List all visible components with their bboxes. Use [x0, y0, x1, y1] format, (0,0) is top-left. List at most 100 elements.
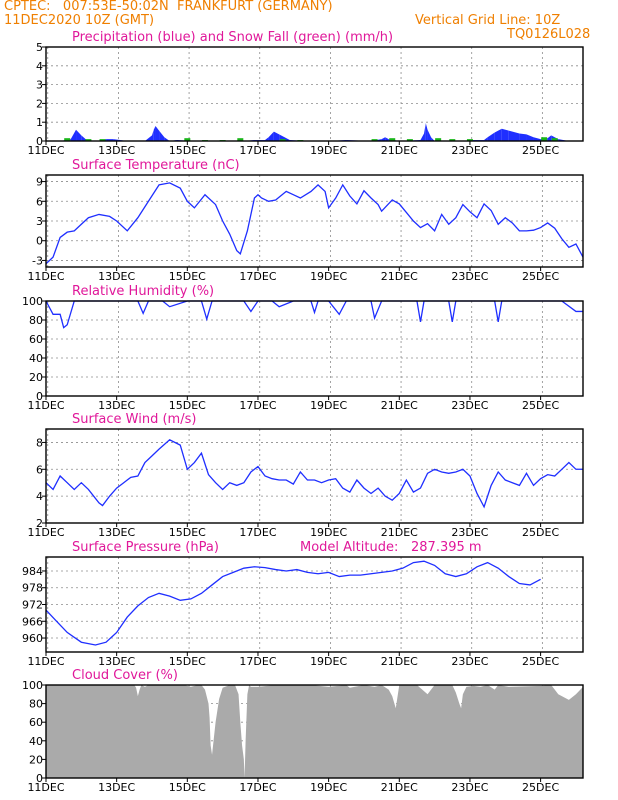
wind-line: [45, 438, 583, 509]
pressure-ytick-label-1: 966: [22, 615, 43, 628]
temperature-xtick-label-1: 13DEC: [98, 270, 135, 283]
humidity-panel: Relative Humidity (%) 0 20 40 60 80 100 11DEC 13…: [22, 284, 584, 412]
snow-bar: [435, 138, 442, 141]
temperature-title: Surface Temperature (nC): [72, 158, 240, 173]
precip-segment: [164, 137, 170, 141]
snow-bar: [85, 139, 92, 141]
pressure-ytick-label-4: 984: [22, 565, 43, 578]
cloud-frame: [45, 684, 584, 779]
temperature-xtick-label-3: 17DEC: [239, 270, 276, 283]
precipitation-ytick-label-0: 0: [36, 135, 43, 148]
cloud-ytick-label-1: 20: [29, 753, 43, 766]
pressure-panel: Surface Pressure (hPa) Model Altitude: 287…: [22, 540, 584, 668]
snow-bar: [371, 139, 378, 141]
precip-segment: [484, 137, 488, 141]
precipitation-ytick-label-3: 3: [36, 79, 43, 92]
precip-segment: [533, 137, 541, 141]
precip-segment: [487, 132, 495, 141]
temperature-frame: [45, 174, 584, 268]
temperature-xtick-label-0: 11DEC: [27, 270, 64, 283]
precip-segment: [273, 131, 280, 141]
temperature-xtick-label-6: 23DEC: [451, 270, 488, 283]
snow-bar: [449, 139, 456, 141]
temperature-xtick-label-7: 25DEC: [522, 270, 559, 283]
humidity-xtick-label-3: 17DEC: [239, 399, 276, 412]
pressure-ytick-label-2: 972: [22, 599, 43, 612]
humidity-ytick-label-5: 100: [22, 295, 43, 308]
run-time-label: 11DEC2020 10Z (GMT): [4, 13, 155, 28]
humidity-xtick-label-6: 23DEC: [451, 399, 488, 412]
precipitation-xtick-label-0: 11DEC: [27, 144, 64, 157]
precip-segment: [153, 125, 156, 141]
cloud-title: Cloud Cover (%): [72, 668, 178, 683]
snow-bar: [279, 139, 286, 141]
temperature-line: [45, 182, 584, 265]
humidity-ytick-label-3: 60: [29, 333, 43, 346]
precip-segment: [385, 137, 389, 141]
cloud-ytick-label-5: 100: [22, 679, 43, 692]
cloud-ytick-label-4: 80: [29, 698, 43, 711]
wind-xtick-label-0: 11DEC: [27, 526, 64, 539]
precipitation-xtick-label-1: 13DEC: [98, 144, 135, 157]
precipitation-xtick-label-2: 15DEC: [169, 144, 206, 157]
wind-ytick-label-0: 2: [36, 517, 43, 530]
pressure-xtick-label-3: 17DEC: [239, 655, 276, 668]
cloud-xtick-label-2: 15DEC: [169, 781, 206, 794]
pressure-xtick-label-2: 15DEC: [169, 655, 206, 668]
pressure-line: [45, 560, 541, 646]
wind-panel: Surface Wind (m/s) 2 4 6 8 11DEC 13DEC 15DEC 17D…: [27, 412, 584, 539]
precip-segment: [144, 135, 152, 141]
wind-title: Surface Wind (m/s): [72, 412, 196, 427]
humidity-xtick-label-1: 13DEC: [98, 399, 135, 412]
cloud-xtick-label-3: 17DEC: [239, 781, 276, 794]
pressure-title: Surface Pressure (hPa): [72, 540, 219, 555]
snow-bar: [541, 137, 548, 141]
precip-segment: [76, 129, 82, 141]
precip-segment: [501, 128, 509, 141]
cloud-ytick-label-2: 40: [29, 735, 43, 748]
wind-xtick-label-1: 13DEC: [98, 526, 135, 539]
precipitation-title: Precipitation (blue) and Snow Fall (gree…: [72, 30, 393, 45]
humidity-xtick-label-0: 11DEC: [27, 399, 64, 412]
precipitation-xtick-label-7: 25DEC: [522, 144, 559, 157]
humidity-title: Relative Humidity (%): [72, 284, 214, 299]
snow-bar: [551, 138, 558, 141]
pressure-ytick-label-3: 978: [22, 582, 43, 595]
wind-ytick-label-1: 4: [36, 490, 43, 503]
humidity-xtick-label-4: 19DEC: [310, 399, 347, 412]
model-altitude-value: 287.395 m: [411, 540, 482, 555]
precip-segment: [431, 137, 435, 141]
wind-xtick-label-6: 23DEC: [451, 526, 488, 539]
pressure-xtick-label-6: 23DEC: [451, 655, 488, 668]
precip-segment: [526, 134, 534, 141]
precip-segment: [381, 137, 386, 141]
snow-bar: [64, 138, 71, 141]
temperature-ytick-label-1: 0: [36, 235, 43, 248]
wind-xtick-label-7: 25DEC: [522, 526, 559, 539]
snow-bar: [466, 139, 473, 141]
snow-bar: [237, 138, 244, 141]
snow-bar: [99, 139, 106, 141]
temperature-xtick-label-2: 15DEC: [169, 270, 206, 283]
precip-segment: [494, 128, 502, 141]
precip-segment: [427, 129, 432, 141]
precip-segment: [268, 131, 274, 141]
precip-segment: [151, 129, 154, 141]
station-header: CPTEC: 007:53E-50:02N FRANKFURT (GERMANY…: [4, 0, 333, 14]
pressure-xtick-label-7: 25DEC: [522, 655, 559, 668]
humidity-ytick-label-2: 40: [29, 352, 43, 365]
precip-segment: [425, 123, 428, 141]
cloud-xtick-label-6: 23DEC: [451, 781, 488, 794]
grid-line-note: Vertical Grid Line: 10Z: [415, 13, 561, 28]
precipitation-ytick-label-4: 4: [36, 60, 43, 73]
model-altitude-label: Model Altitude:: [300, 540, 398, 555]
precip-segment: [265, 137, 269, 141]
precipitation-ytick-label-2: 2: [36, 97, 43, 110]
cloud-ytick-label-0: 0: [36, 772, 43, 785]
cloud-xtick-label-4: 19DEC: [310, 781, 347, 794]
precip-segment: [519, 133, 527, 141]
precipitation-xtick-label-5: 21DEC: [381, 144, 418, 157]
pressure-xtick-label-5: 21DEC: [381, 655, 418, 668]
precip-segment: [81, 135, 87, 141]
